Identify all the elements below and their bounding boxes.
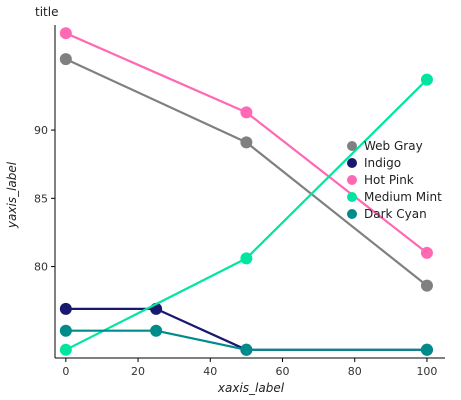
data-point-hot-pink <box>240 106 253 119</box>
x-tick-label: 100 <box>416 365 437 378</box>
y-tick-label: 85 <box>34 192 48 205</box>
data-point-medium-mint <box>420 73 433 86</box>
data-point-hot-pink <box>59 27 72 40</box>
y-tick-label: 90 <box>34 124 48 137</box>
series-line-dark-cyan <box>65 329 427 351</box>
legend-label-indigo: Indigo <box>364 156 401 170</box>
x-tick-label: 40 <box>203 365 217 378</box>
data-point-indigo <box>59 302 72 315</box>
data-point-dark-cyan <box>59 324 72 337</box>
data-point-web-gray <box>420 279 433 292</box>
x-axis: 0 20 40 60 80 100 <box>55 357 445 378</box>
data-point-hot-pink <box>420 246 433 259</box>
data-point-web-gray <box>240 136 253 149</box>
plot-area <box>59 27 433 356</box>
legend-marker-dark-cyan <box>347 209 357 219</box>
x-tick-label: 0 <box>62 365 69 378</box>
data-point-medium-mint <box>59 343 72 356</box>
legend-label-hot-pink: Hot Pink <box>364 173 414 187</box>
legend-label-web-gray: Web Gray <box>364 139 423 153</box>
legend: Web Gray Indigo Hot Pink Medium Mint Dark Cy… <box>347 139 442 221</box>
legend-marker-hot-pink <box>347 175 357 185</box>
y-axis: 80 85 90 <box>34 25 56 358</box>
legend-marker-indigo <box>347 158 357 168</box>
data-point-dark-cyan <box>240 343 253 356</box>
x-tick-label: 60 <box>276 365 290 378</box>
x-tick-label: 80 <box>348 365 362 378</box>
legend-label-medium-mint: Medium Mint <box>364 190 442 204</box>
x-tick-label: 20 <box>131 365 145 378</box>
data-point-web-gray <box>59 53 72 66</box>
data-point-medium-mint <box>240 252 253 265</box>
legend-label-dark-cyan: Dark Cyan <box>364 207 427 221</box>
series-line-indigo <box>65 307 427 351</box>
x-axis-title: xaxis_label <box>217 381 285 395</box>
legend-marker-medium-mint <box>347 192 357 202</box>
chart-title: title <box>35 5 58 19</box>
y-tick-label: 80 <box>34 261 48 274</box>
data-point-dark-cyan <box>420 343 433 356</box>
data-point-dark-cyan <box>150 324 163 337</box>
y-axis-title: yaxis_label <box>5 161 19 229</box>
legend-marker-web-gray <box>347 141 357 151</box>
